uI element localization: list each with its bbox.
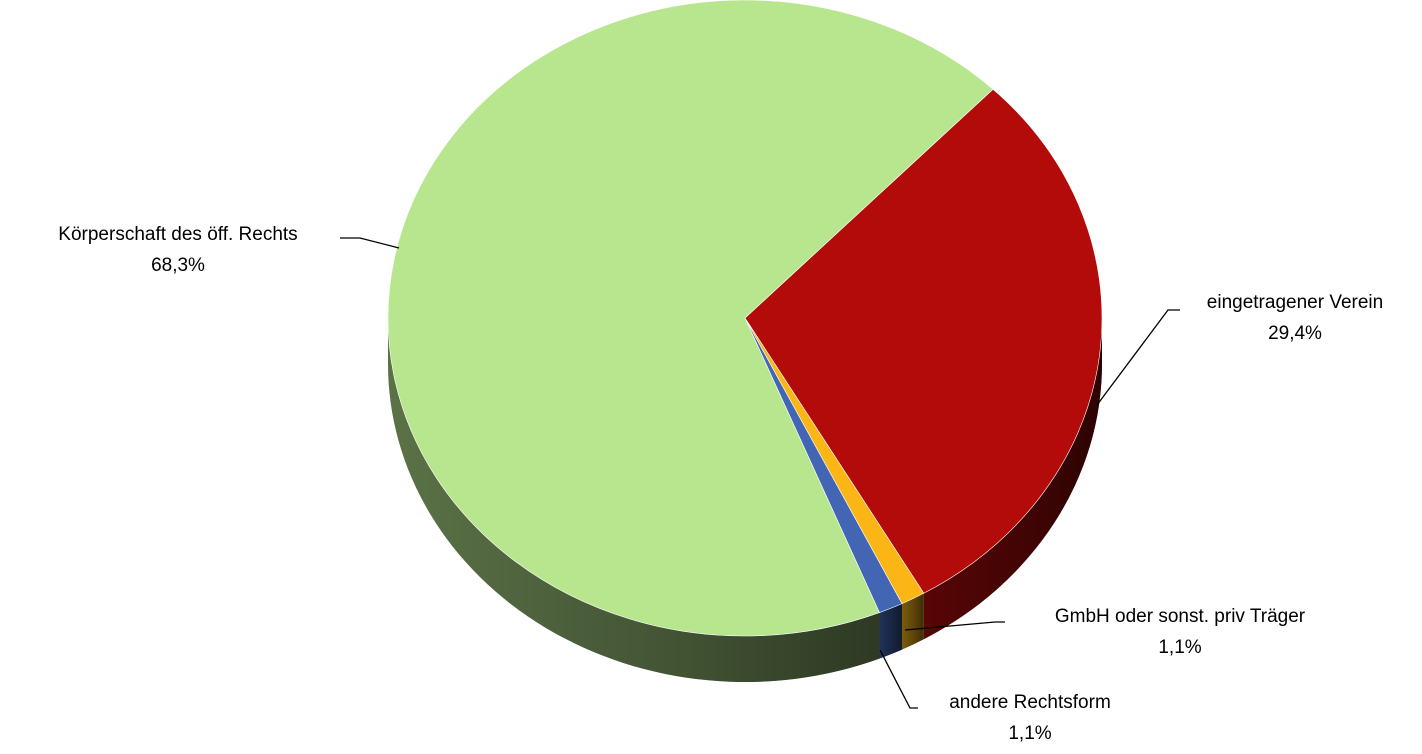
pie-sides	[388, 318, 1103, 682]
leader-line-gmbh-oder-sonst-priv-traeger	[904, 621, 1005, 631]
leader-lines	[340, 237, 1180, 709]
pie-side-shading	[388, 318, 880, 682]
slice-label-andere-rechtsform: andere Rechtsform	[949, 692, 1111, 713]
leader-line-eingetragener-verein	[1096, 309, 1180, 406]
slice-label-eingetragener-verein: eingetragener Verein	[1207, 292, 1383, 313]
pie-slices	[387, 0, 1103, 637]
pie-slice-koerperschaft-des-oeff-rechts	[387, 0, 994, 637]
slice-labels: eingetragener Verein 29,4% GmbH oder sonst…	[58, 224, 1383, 744]
pie-side-shading	[923, 318, 1103, 640]
leader-line-koerperschaft-des-oeff-rechts	[340, 237, 400, 249]
leader-line-andere-rechtsform	[879, 649, 918, 709]
pie-side-shading	[879, 603, 903, 659]
pie-slice-eingetragener-verein	[744, 88, 1103, 594]
slice-label-koerperschaft-des-oeff-rechts: Körperschaft des öff. Rechts	[58, 224, 297, 245]
slice-value-gmbh-oder-sonst-priv-traeger: 1,1%	[1158, 637, 1201, 658]
slice-value-andere-rechtsform: 1,1%	[1008, 723, 1051, 744]
slice-value-eingetragener-verein: 29,4%	[1268, 323, 1322, 344]
pie-side-shading	[902, 593, 924, 650]
slice-value-koerperschaft-des-oeff-rechts: 68,3%	[151, 255, 205, 276]
slice-label-gmbh-oder-sonst-priv-traeger: GmbH oder sonst. priv Träger	[1055, 606, 1306, 627]
